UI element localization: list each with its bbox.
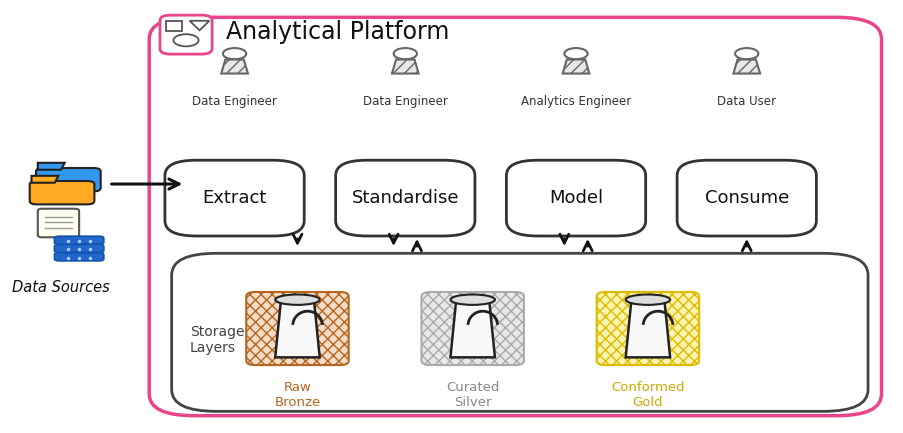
Polygon shape xyxy=(625,300,669,357)
Text: Curated
Silver: Curated Silver xyxy=(445,381,498,409)
Text: Data Sources: Data Sources xyxy=(13,281,110,295)
FancyBboxPatch shape xyxy=(30,181,94,204)
FancyBboxPatch shape xyxy=(246,292,349,365)
Text: Analytical Platform: Analytical Platform xyxy=(226,20,449,45)
FancyBboxPatch shape xyxy=(676,160,815,236)
FancyBboxPatch shape xyxy=(36,168,100,191)
Text: Conformed
Gold: Conformed Gold xyxy=(610,381,684,409)
Text: Data Engineer: Data Engineer xyxy=(362,95,447,108)
Text: Analytics Engineer: Analytics Engineer xyxy=(520,95,630,108)
FancyBboxPatch shape xyxy=(506,160,645,236)
Polygon shape xyxy=(38,163,65,170)
Text: Model: Model xyxy=(548,189,602,207)
FancyBboxPatch shape xyxy=(421,292,524,365)
Text: Data Engineer: Data Engineer xyxy=(192,95,276,108)
Polygon shape xyxy=(392,59,418,74)
Text: Raw
Bronze: Raw Bronze xyxy=(274,381,321,409)
FancyBboxPatch shape xyxy=(172,253,867,411)
Polygon shape xyxy=(32,176,59,183)
FancyBboxPatch shape xyxy=(38,209,79,237)
FancyBboxPatch shape xyxy=(54,252,104,261)
Text: Consume: Consume xyxy=(703,189,788,207)
Polygon shape xyxy=(275,300,320,357)
Ellipse shape xyxy=(625,294,669,305)
Text: Data User: Data User xyxy=(716,95,776,108)
Text: Storage
Layers: Storage Layers xyxy=(190,325,244,355)
Polygon shape xyxy=(732,59,759,74)
FancyBboxPatch shape xyxy=(160,15,212,54)
FancyBboxPatch shape xyxy=(149,17,880,416)
Ellipse shape xyxy=(450,294,494,305)
Polygon shape xyxy=(450,300,494,357)
Text: Standardise: Standardise xyxy=(351,189,459,207)
Polygon shape xyxy=(562,59,589,74)
FancyBboxPatch shape xyxy=(596,292,698,365)
Text: Extract: Extract xyxy=(202,189,266,207)
FancyBboxPatch shape xyxy=(54,244,104,253)
Polygon shape xyxy=(221,59,247,74)
Ellipse shape xyxy=(275,294,320,305)
FancyBboxPatch shape xyxy=(335,160,474,236)
FancyBboxPatch shape xyxy=(54,236,104,244)
FancyBboxPatch shape xyxy=(164,160,304,236)
